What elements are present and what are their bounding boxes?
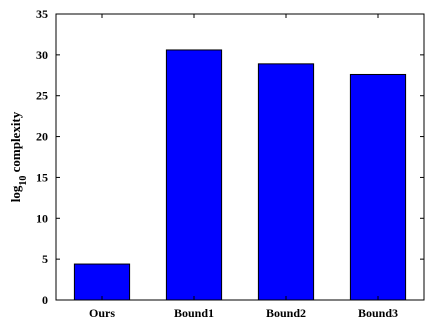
y-tick-label: 10 (36, 211, 48, 225)
y-axis-title-base: log (8, 185, 23, 202)
x-tick-label-ours: Ours (89, 306, 115, 320)
y-tick-label: 20 (36, 130, 48, 144)
x-tick-label-bound3: Bound3 (358, 306, 398, 320)
x-axis-ticks: Ours Bound1 Bound2 Bound3 (89, 14, 398, 320)
y-tick-label: 30 (36, 48, 48, 62)
plot-frame (55, 13, 425, 301)
y-axis-ticks: 0 5 10 15 20 25 30 35 (36, 7, 424, 307)
y-tick-label: 35 (36, 7, 48, 21)
y-tick-label: 0 (42, 293, 48, 307)
y-tick-label: 15 (36, 170, 48, 184)
axes-layer (55, 13, 425, 301)
y-axis-title-rest: complexity (8, 111, 23, 175)
bar-ours (73, 263, 131, 301)
y-tick-label: 25 (36, 89, 48, 103)
bar-bound1 (165, 49, 223, 301)
bar-bound3 (349, 73, 407, 301)
x-tick-label-bound2: Bound2 (266, 306, 306, 320)
y-axis-title-subscript: 10 (18, 176, 29, 186)
bars-layer (73, 49, 407, 301)
y-tick-label: 5 (42, 252, 48, 266)
y-axis-title: log10 complexity (8, 111, 29, 202)
bar-bound2 (257, 63, 315, 301)
x-tick-label-bound1: Bound1 (174, 306, 214, 320)
